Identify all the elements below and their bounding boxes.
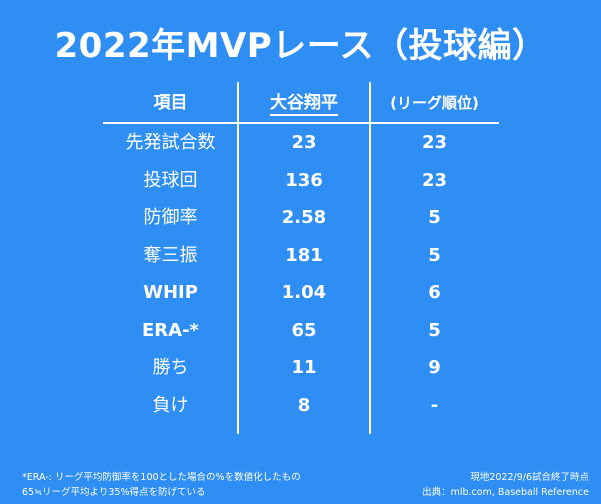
- row-item: 奪三振: [143, 244, 198, 266]
- row-item: 防御率: [143, 207, 198, 228]
- column-divider: [369, 82, 371, 434]
- table-row: 先発試合数 23 23: [103, 124, 499, 162]
- row-value: 11: [291, 357, 317, 378]
- footnote: *ERA-: リーグ平均防御率を100とした場合の%を数値化したもの 65≒リー…: [22, 470, 301, 500]
- table-row: ERA-* 65 5: [103, 312, 499, 350]
- table-row: 負け 8 -: [103, 387, 499, 425]
- row-rank: 23: [421, 132, 448, 153]
- row-item: ERA-*: [142, 319, 199, 341]
- row-value: 136: [285, 169, 323, 191]
- page-title: 2022年MVPレース（投球編）: [54, 26, 547, 66]
- row-item: 先発試合数: [125, 132, 216, 153]
- row-rank: 5: [428, 319, 441, 341]
- stats-table: 項目 大谷翔平 (リーグ順位) 先発試合数 23 23 投球回 136 23 防…: [103, 82, 499, 434]
- row-value: 181: [285, 244, 323, 266]
- table-row: 投球回 136 23: [103, 162, 499, 200]
- table-row: WHIP 1.04 6: [103, 274, 499, 312]
- header-player: 大谷翔平: [238, 82, 370, 124]
- row-rank: 5: [428, 244, 441, 266]
- row-rank: 5: [428, 207, 441, 228]
- source-date: 現地2022/9/6試合終了時点: [470, 472, 589, 483]
- row-item: 投球回: [143, 169, 198, 191]
- row-value: 2.58: [281, 207, 327, 228]
- row-item: 勝ち: [152, 357, 189, 378]
- row-value: 23: [291, 132, 317, 153]
- source-note: 現地2022/9/6試合終了時点 出典：mlb.com, Baseball Re…: [422, 470, 589, 500]
- row-rank: 23: [421, 169, 448, 191]
- footnote-line: 65≒リーグ平均より35%得点を防げている: [22, 487, 206, 498]
- table-row: 勝ち 11 9: [103, 349, 499, 387]
- row-rank: -: [430, 394, 439, 416]
- table-row: 奪三振 181 5: [103, 237, 499, 275]
- row-value: 8: [297, 394, 311, 416]
- row-rank: 6: [428, 282, 441, 303]
- header-player-label: 大谷翔平: [270, 93, 338, 116]
- footnote-line: *ERA-: リーグ平均防御率を100とした場合の%を数値化したもの: [22, 472, 301, 483]
- row-value: 65: [291, 319, 317, 341]
- source-credit: 出典：mlb.com, Baseball Reference: [422, 487, 589, 498]
- column-divider: [237, 82, 239, 434]
- row-value: 1.04: [281, 282, 327, 303]
- row-item: 負け: [152, 394, 189, 416]
- table-body: 先発試合数 23 23 投球回 136 23 防御率 2.58 5 奪三振 18…: [103, 124, 499, 424]
- header-rank: (リーグ順位): [390, 94, 479, 112]
- header-item: 項目: [153, 93, 188, 113]
- table-row: 防御率 2.58 5: [103, 199, 499, 237]
- row-item: WHIP: [143, 282, 198, 303]
- row-rank: 9: [428, 357, 441, 378]
- table-header: 項目 大谷翔平 (リーグ順位): [103, 82, 499, 124]
